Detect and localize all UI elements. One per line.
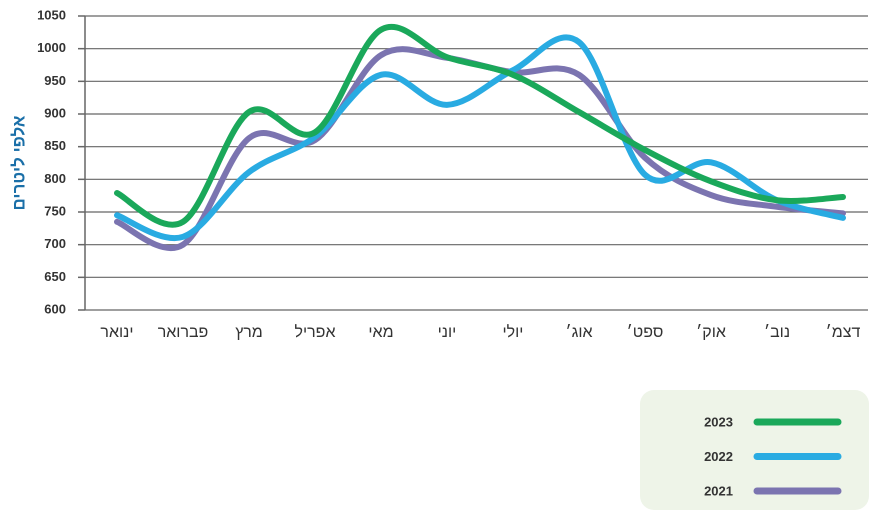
x-tick-label: דצמ׳	[826, 324, 861, 341]
x-tick-label: מרץ	[235, 324, 263, 341]
series-line	[114, 34, 846, 242]
y-axis-title: אלפי ליטרים	[9, 115, 28, 210]
y-tick-label: 1050	[37, 7, 66, 22]
y-tick-label: 650	[44, 269, 66, 284]
x-tick-label: ינואר	[100, 324, 133, 341]
y-tick-label: 1000	[37, 40, 66, 55]
x-tick-label: ספט׳	[627, 324, 664, 341]
legend-label: 2022	[704, 449, 733, 464]
x-tick-label: אוק׳	[696, 324, 726, 341]
y-tick-label: 750	[44, 203, 66, 218]
x-tick-label: אוג׳	[565, 324, 592, 341]
x-tick-label: פברואר	[158, 324, 209, 341]
x-tick-label: מאי	[368, 324, 393, 341]
x-tick-label: נוב׳	[764, 324, 790, 341]
x-tick-label: אפריל	[295, 323, 336, 341]
y-tick-label: 850	[44, 138, 66, 153]
x-tick-label: יולי	[503, 323, 524, 341]
legend-label: 2021	[704, 483, 733, 498]
y-tick-label: 600	[44, 301, 66, 316]
y-tick-label: 700	[44, 236, 66, 251]
y-tick-label: 900	[44, 105, 66, 120]
x-tick-label: יוני	[438, 324, 457, 341]
y-tick-label: 800	[44, 171, 66, 186]
series-line	[114, 24, 846, 228]
y-tick-label: 950	[44, 73, 66, 88]
legend-label: 2023	[704, 414, 733, 429]
